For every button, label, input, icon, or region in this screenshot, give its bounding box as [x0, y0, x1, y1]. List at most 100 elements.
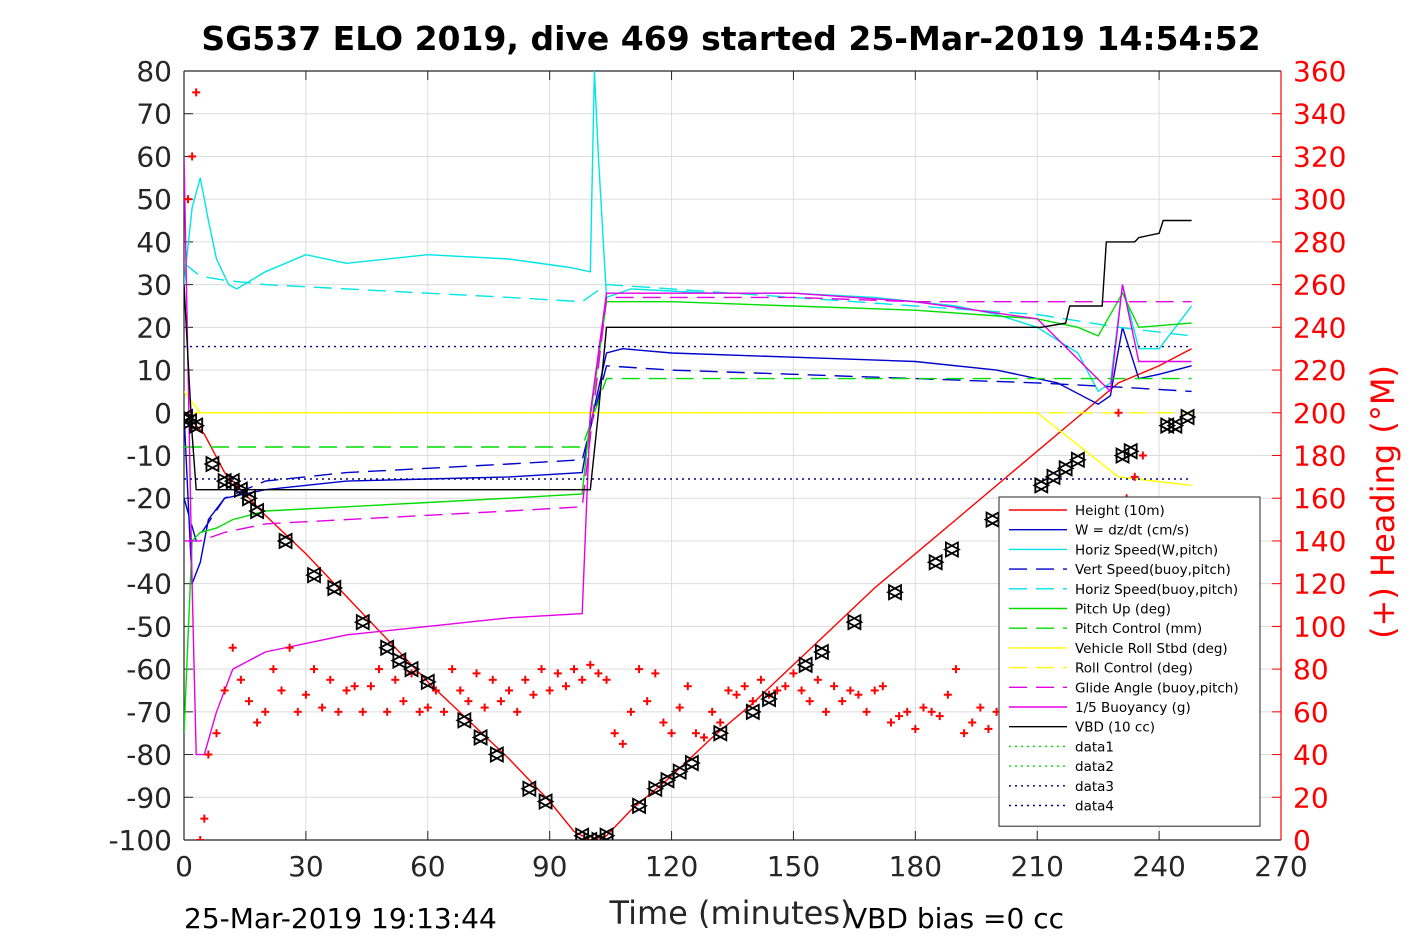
heading-point	[358, 707, 367, 716]
y-axis-right-label: (+) Heading (°M)	[1364, 365, 1402, 639]
heading-point	[878, 682, 887, 691]
heading-point	[732, 690, 741, 699]
depth-marker	[536, 793, 555, 811]
heading-point	[561, 682, 570, 691]
legend-label-3: Vert Speed(buoy,pitch)	[1075, 562, 1231, 578]
heading-point	[383, 707, 392, 716]
heading-point	[716, 718, 725, 727]
depth-marker-tri-b	[418, 673, 435, 691]
x-tick-label: 180	[889, 850, 942, 883]
y-right-tick-label: 80	[1293, 653, 1329, 686]
y-tick-label: 50	[136, 183, 172, 216]
x-tick-label: 150	[767, 850, 820, 883]
heading-point	[545, 686, 554, 695]
heading-point	[570, 665, 579, 674]
y-tick-label: -30	[126, 525, 172, 558]
heading-point	[253, 718, 262, 727]
legend-label-4: Horiz Speed(buoy,pitch)	[1075, 582, 1238, 598]
depth-marker	[1032, 476, 1051, 494]
depth-marker	[711, 724, 730, 742]
heading-point	[870, 686, 879, 695]
depth-marker-tri-b	[658, 771, 675, 789]
heading-point	[626, 707, 635, 716]
heading-point	[789, 669, 798, 678]
heading-point	[830, 682, 839, 691]
heading-point	[423, 703, 432, 712]
y-tick-label: 30	[136, 269, 172, 302]
depth-marker	[845, 613, 864, 631]
y-right-tick-label: 20	[1293, 781, 1329, 814]
depth-marker-tri-b	[402, 660, 419, 678]
depth-marker-tri-b	[597, 827, 614, 840]
y-right-tick-label: 60	[1293, 696, 1329, 729]
depth-marker	[926, 553, 945, 571]
depth-marker	[630, 797, 648, 815]
y-tick-label: -100	[108, 824, 172, 857]
y-right-tick-label: 320	[1293, 140, 1346, 173]
heading-point	[245, 697, 254, 706]
depth-marker-tri-b	[1056, 459, 1073, 477]
legend-label-9: Glide Angle (buoy,pitch)	[1075, 680, 1239, 696]
x-tick-label: 0	[175, 850, 193, 883]
heading-point	[594, 669, 603, 678]
depth-marker-tri-b	[760, 690, 776, 708]
depth-marker	[581, 831, 600, 840]
legend: Height (10m) W = dz/dt (cm/s) Horiz Speed(…	[998, 496, 1261, 827]
legend-label-1: W = dz/dt (cm/s)	[1075, 523, 1189, 539]
x-tick-label: 90	[532, 850, 568, 883]
depth-marker	[418, 673, 437, 691]
heading-point	[228, 643, 237, 652]
x-axis-label: Time (minutes)	[609, 894, 853, 932]
y-right-tick-label: 260	[1293, 269, 1346, 302]
depth-marker-tri-b	[520, 780, 537, 798]
depth-marker	[305, 566, 323, 584]
heading-point	[781, 682, 790, 691]
y-tick-label: 70	[136, 98, 172, 131]
depth-marker	[658, 771, 677, 789]
heading-point	[196, 836, 205, 840]
heading-point	[200, 814, 209, 823]
depth-marker	[1121, 442, 1140, 460]
heading-point	[277, 686, 286, 695]
y-right-tick-label: 160	[1293, 482, 1346, 515]
legend-box	[998, 496, 1261, 827]
heading-point	[431, 686, 440, 695]
depth-marker-tri-b	[203, 455, 220, 473]
heading-point	[740, 682, 749, 691]
depth-marker-tri-b	[682, 754, 699, 772]
series-line-9	[184, 296, 1192, 542]
series-line-6	[184, 377, 1192, 448]
heading-point	[220, 686, 229, 695]
heading-point	[496, 697, 505, 706]
y-right-tick-label: 200	[1293, 397, 1346, 430]
vbd-bias-annotation: VBD bias =0 cc	[848, 902, 1064, 935]
depth-marker-tri-b	[796, 656, 813, 674]
heading-point	[813, 675, 822, 684]
heading-point	[301, 690, 310, 699]
depth-marker-tri-b	[670, 763, 687, 781]
y-right-tick-label: 140	[1293, 525, 1346, 558]
depth-marker	[796, 656, 815, 674]
heading-point	[578, 675, 587, 684]
depth-marker-tri-b	[1032, 476, 1049, 494]
heading-point	[618, 739, 627, 748]
tick-labels: 0 30 60 90 120 150 180 210 240 270 80 70 60 50 40 30 20 1…	[108, 55, 1346, 883]
heading-point	[984, 724, 993, 733]
depth-marker	[886, 583, 904, 601]
depth-marker	[378, 639, 397, 657]
depth-marker-tri-b	[886, 583, 902, 601]
depth-marker-tri-b	[305, 566, 321, 584]
depth-marker	[223, 472, 242, 490]
y-tick-label: 40	[136, 226, 172, 259]
legend-label-0: Height (10m)	[1075, 503, 1165, 519]
heading-point	[960, 729, 969, 738]
legend-label-2: Horiz Speed(W,pitch)	[1075, 542, 1218, 558]
heading-point	[700, 733, 709, 742]
heading-point	[269, 665, 278, 674]
heading-point	[1114, 408, 1123, 417]
legend-label-12: data1	[1075, 739, 1114, 755]
heading-point	[521, 675, 530, 684]
heading-point	[838, 697, 847, 706]
depth-marker-tri-b	[926, 553, 943, 571]
depth-marker	[487, 746, 506, 764]
